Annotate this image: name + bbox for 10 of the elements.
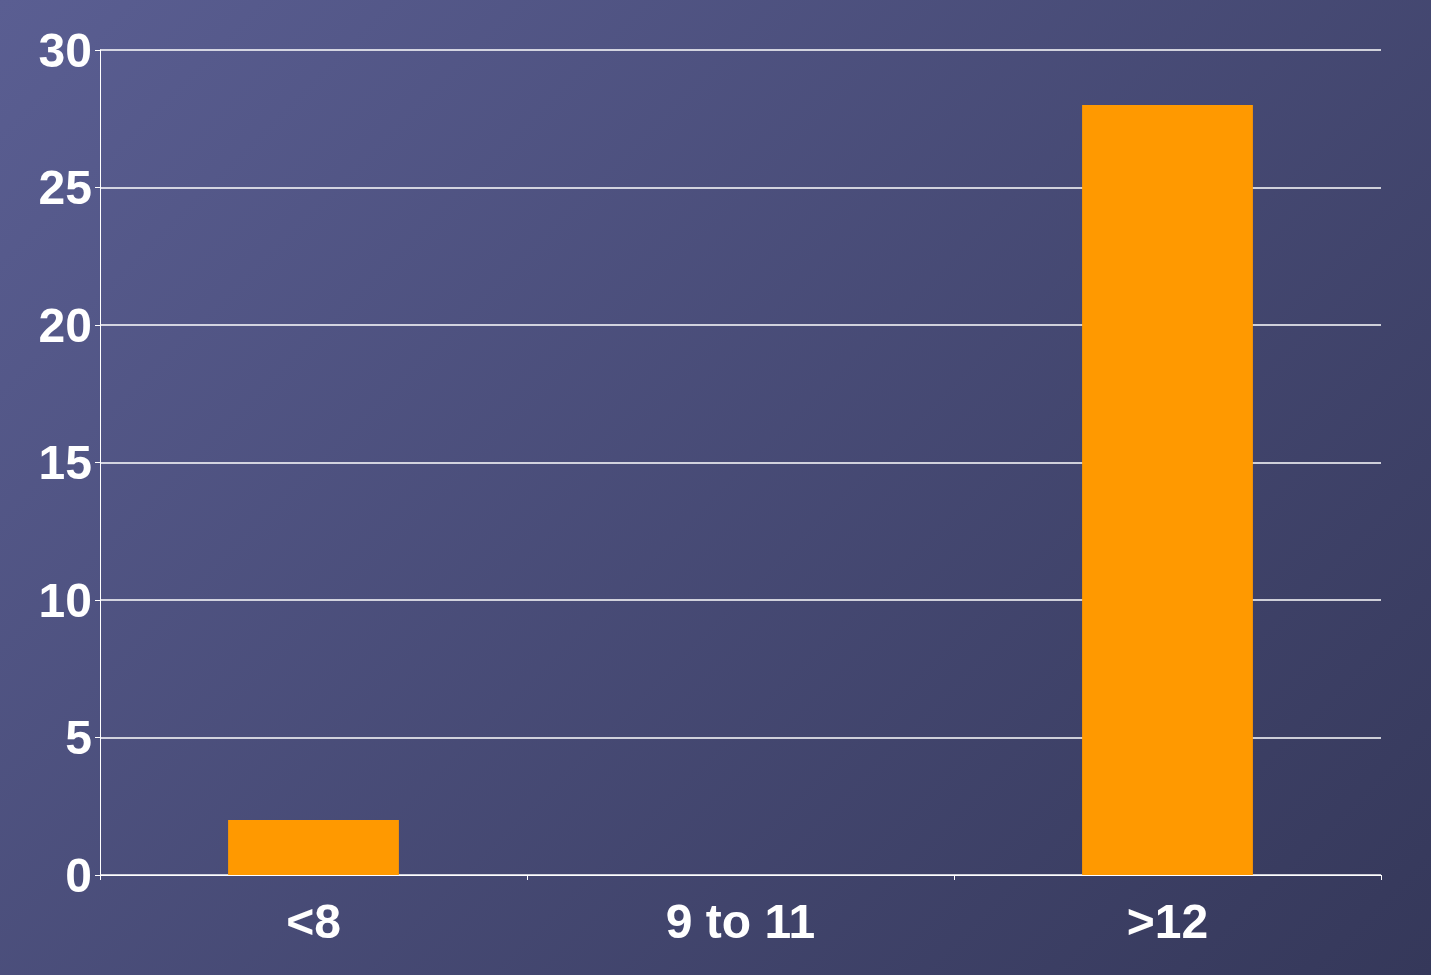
y-tick-label: 30 xyxy=(38,23,92,77)
y-tick-label: 25 xyxy=(38,161,92,214)
y-tick-label: 10 xyxy=(38,573,92,627)
y-tick-label: 5 xyxy=(65,711,92,764)
y-tick-label: 20 xyxy=(38,298,92,352)
x-tick-label: 9 to 11 xyxy=(665,894,816,948)
y-tick-label: 15 xyxy=(38,436,92,489)
x-tick-label: >12 xyxy=(1126,894,1209,948)
y-tick-label: 0 xyxy=(65,848,92,902)
x-tick-label: <8 xyxy=(286,894,341,948)
